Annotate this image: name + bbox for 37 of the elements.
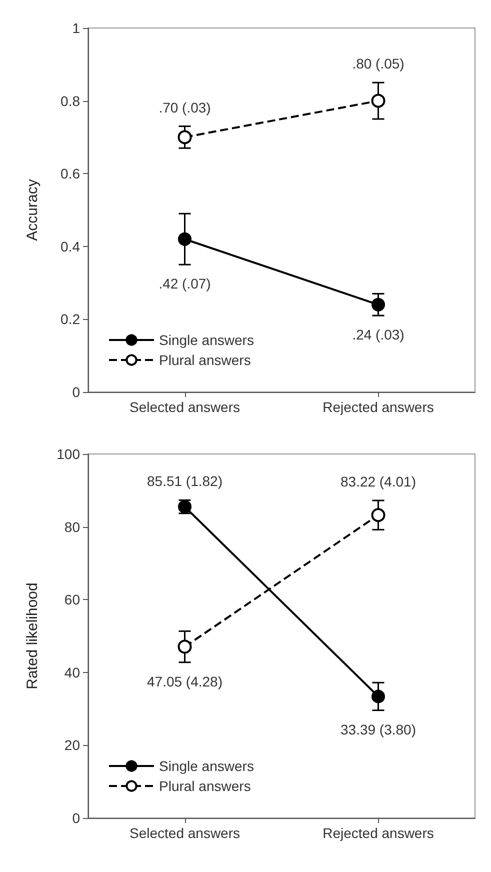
point (371, 508, 386, 522)
y-tick-label: 40 (64, 664, 80, 680)
data-label: 33.39 (3.80) (340, 721, 416, 738)
y-tick-label: 0.4 (60, 238, 80, 254)
data-label: 47.05 (4.28) (147, 673, 222, 690)
y-tick-label: 1 (72, 20, 80, 36)
y-tick-label: 0.8 (60, 92, 80, 109)
point (371, 94, 386, 108)
y-tick-label: 20 (64, 737, 80, 754)
x-tick-label: Selected answers (129, 825, 240, 841)
point (178, 130, 192, 144)
legend-label: Plural answers (159, 352, 251, 368)
data-label: .80 (.05) (352, 56, 404, 72)
y-tick-label: 0.2 (60, 311, 80, 328)
x-tick-label: Selected answers (129, 399, 240, 415)
y-tick-label: 80 (64, 518, 80, 535)
data-label: 85.51 (1.82) (147, 473, 222, 490)
data-label: 83.22 (4.01) (340, 473, 416, 490)
data-label: .24 (.03) (352, 326, 404, 343)
point (178, 640, 192, 654)
y-tick-label: 0 (72, 384, 80, 400)
y-tick-label: 60 (64, 592, 80, 608)
y-axis-title: Rated likelihood (24, 582, 41, 690)
data-label: .42 (.07) (158, 276, 211, 292)
point (372, 298, 385, 312)
y-axis-title: Accuracy (24, 178, 41, 241)
point (372, 690, 385, 704)
y-tick-label: 0 (72, 810, 80, 826)
x-tick-label: Rejected answers (322, 399, 434, 415)
data-label: .70 (.03) (158, 99, 211, 116)
x-tick-label: Rejected answers (322, 825, 434, 841)
legend-label: Single answers (159, 332, 254, 348)
legend-label: Single answers (159, 758, 254, 774)
legend-label: Plural answers (159, 778, 251, 794)
y-tick-label: 100 (56, 446, 80, 462)
y-tick-label: 0.6 (60, 166, 80, 182)
point (178, 232, 192, 246)
